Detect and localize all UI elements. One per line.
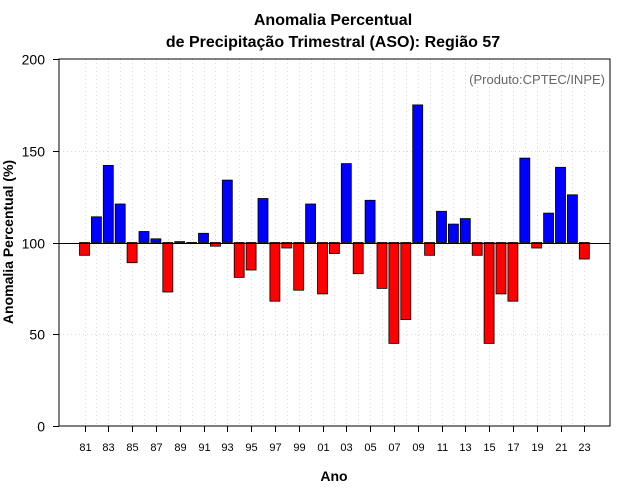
- bars: [79, 104, 590, 344]
- x-tick-label: 09: [412, 442, 424, 454]
- bar-2003: [340, 163, 352, 243]
- bar-1991: [198, 232, 209, 243]
- bar-1985: [126, 242, 138, 264]
- bar-1999: [293, 242, 305, 291]
- bar-1986: [138, 231, 150, 243]
- bar-2001: [317, 242, 328, 295]
- bar-2002: [328, 242, 340, 254]
- bar-2021: [555, 166, 566, 243]
- y-tick-label: 150: [22, 144, 46, 160]
- credit-text: (Produto:CPTEC/INPE): [469, 72, 605, 87]
- x-tick-label: 13: [459, 442, 471, 454]
- bar-2008: [400, 242, 412, 320]
- bar-1993: [221, 179, 233, 243]
- chart-title-line1: Anomalia Percentual: [254, 12, 412, 29]
- bar-2015: [483, 242, 495, 344]
- x-tick-label: 93: [221, 442, 233, 454]
- y-tick-label: 100: [22, 236, 46, 252]
- bar-2012: [447, 223, 459, 243]
- x-tick-label: 01: [317, 442, 329, 454]
- x-tick-label: 85: [126, 442, 138, 454]
- x-tick-label: 89: [174, 442, 186, 454]
- x-tick-label: 17: [507, 442, 519, 454]
- bar-2019: [531, 242, 543, 249]
- y-axis: 0 50 100 150 200: [22, 52, 59, 435]
- x-tick-label: 95: [245, 442, 257, 454]
- x-tick-label: 15: [483, 442, 495, 454]
- x-tick-label: 11: [437, 442, 448, 454]
- bar-2000: [305, 203, 317, 243]
- bar-1998: [281, 242, 293, 249]
- x-axis-label: Ano: [320, 468, 347, 484]
- y-axis-label: Anomalia Percentual (%): [0, 160, 16, 324]
- bar-2013: [459, 218, 471, 243]
- x-tick-label: 05: [364, 442, 376, 454]
- x-tick-label: 19: [531, 442, 543, 454]
- bar-1997: [269, 242, 281, 302]
- bar-2023: [578, 242, 590, 260]
- x-tick-label: 07: [388, 442, 400, 454]
- x-tick-label: 83: [102, 442, 114, 454]
- y-tick-label: 50: [29, 327, 45, 343]
- chart-title-line2: de Precipitação Trimestral (ASO): Região…: [166, 34, 500, 51]
- bar-1983: [102, 164, 114, 243]
- x-tick-label: 91: [198, 442, 210, 454]
- bar-1987: [150, 238, 162, 243]
- bar-1996: [257, 198, 269, 243]
- y-tick-label: 0: [37, 419, 45, 435]
- bar-1992: [209, 242, 221, 247]
- bar-2020: [543, 212, 554, 243]
- x-tick-label: 81: [79, 442, 91, 454]
- x-tick-label: 03: [340, 442, 352, 454]
- bar-2022: [567, 194, 578, 243]
- bar-2017: [507, 242, 519, 302]
- x-tick-label: 21: [555, 442, 567, 454]
- bar-1989: [174, 241, 186, 243]
- bar-1994: [233, 242, 245, 278]
- bar-2007: [388, 242, 400, 344]
- bar-1988: [162, 242, 174, 293]
- bar-2005: [364, 199, 376, 243]
- x-tick-label: 23: [578, 442, 590, 454]
- x-tick-label: 87: [150, 442, 162, 454]
- x-axis: 81 83 85 87 89 91 93 95 97 99 01 03 05 07 09 11 13 15 17 19…: [79, 426, 591, 454]
- plot-frame: [58, 58, 611, 427]
- bar-1984: [114, 203, 126, 243]
- bar-2004: [352, 242, 364, 275]
- x-tick-label: 97: [269, 442, 281, 454]
- bar-2010: [424, 242, 436, 256]
- bar-2006: [376, 242, 388, 289]
- bar-2014: [471, 242, 483, 256]
- bar-2018: [519, 157, 531, 243]
- bar-1982: [91, 216, 102, 243]
- y-tick-label: 200: [22, 52, 46, 68]
- bar-2011: [436, 210, 447, 243]
- bar-1995: [245, 242, 257, 271]
- bar-2009: [412, 104, 424, 243]
- bar-1981: [79, 242, 90, 256]
- x-tick-label: 99: [293, 442, 305, 454]
- bar-2016: [495, 242, 507, 295]
